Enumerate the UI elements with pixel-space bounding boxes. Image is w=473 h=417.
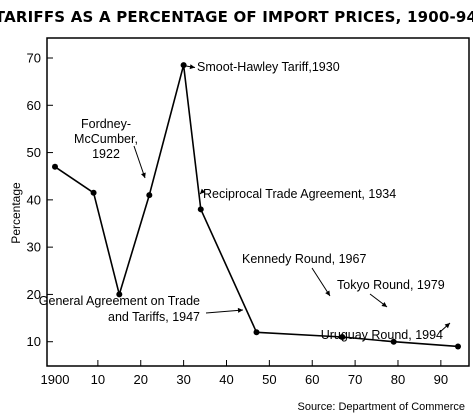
annotation-1979: Tokyo Round, 1979: [337, 278, 445, 292]
data-point-1994: [455, 343, 461, 350]
data-point-1947: [253, 329, 260, 336]
data-point-1967: [339, 333, 346, 340]
x-tick-label-1940: 40: [219, 372, 233, 387]
x-tick-labels: 1900 10 20 30 40 50 60 70 80 90: [41, 372, 449, 387]
data-point-1915: [116, 291, 123, 298]
x-tick-label-1900: 1900: [41, 372, 70, 387]
annotation-1994: Uruguay Round, 1994: [321, 328, 443, 342]
annotation-line: 1922: [92, 147, 120, 161]
y-tick-label-70: 70: [27, 51, 41, 66]
annotation-leader-1967: [311, 267, 331, 297]
y-tick-label-30: 30: [27, 240, 41, 255]
annotation-line: Reciprocal Trade Agreement, 1934: [203, 187, 396, 201]
annotation-line: General Agreement on Trade: [39, 294, 200, 308]
annotation-line: and Tariffs, 1947: [108, 310, 200, 324]
annotation-arrowhead-1922: [141, 172, 146, 178]
data-point-1900: [52, 163, 58, 170]
data-point-1930: [180, 62, 187, 69]
y-tick-label-40: 40: [27, 192, 41, 207]
x-tick-label-1990: 90: [434, 372, 448, 387]
series-line: [54, 64, 459, 348]
y-tick-label-10: 10: [27, 334, 41, 349]
annotation-1930: Smoot-Hawley Tariff,1930: [197, 60, 340, 74]
plot-frame: [46, 37, 470, 367]
annotation-line: Uruguay Round, 1994: [321, 328, 443, 342]
annotation-line: Tokyo Round, 1979: [337, 278, 445, 292]
x-tick-label-1980: 80: [391, 372, 405, 387]
annotation-line: McCumber,: [74, 132, 138, 146]
series-layer: [52, 62, 461, 350]
annotation-line: Kennedy Round, 1967: [242, 252, 366, 266]
annotation-arrowhead-1930: [189, 64, 195, 70]
annotation-arrowhead-1934: [200, 188, 206, 194]
x-tick-label-1910: 10: [91, 372, 105, 387]
x-tick-label-1950: 50: [262, 372, 276, 387]
data-point-1979: [390, 338, 397, 345]
annotation-leader-1947: [205, 309, 244, 314]
annotation-1922: Fordney-McCumber, 1922: [74, 117, 138, 161]
annotation-line: Fordney-: [81, 117, 131, 131]
annotation-arrowhead-1967: [325, 290, 330, 296]
annotation-leaders: [133, 64, 451, 333]
annotation-line: Smoot-Hawley Tariff,1930: [197, 60, 340, 74]
annotation-1967: Kennedy Round, 1967: [242, 252, 366, 266]
x-tick-label-1930: 30: [176, 372, 190, 387]
annotations: Smoot-Hawley Tariff,1930 Fordney-McCumber…: [39, 60, 445, 342]
x-tick-label-1920: 20: [134, 372, 148, 387]
annotation-1934: Reciprocal Trade Agreement, 1934: [203, 187, 396, 201]
tick-marks: [47, 57, 442, 366]
y-tick-label-20: 20: [27, 287, 41, 302]
y-tick-label-50: 50: [27, 145, 41, 160]
annotation-arrowhead-1979: [381, 301, 387, 307]
annotation-arrowhead-1947: [237, 307, 243, 313]
x-tick-label-1970: 70: [348, 372, 362, 387]
y-axis-label: Percentage: [9, 182, 23, 244]
y-tick-label-60: 60: [27, 98, 41, 113]
data-point-1909: [90, 189, 97, 196]
x-tick-label-1960: 60: [305, 372, 319, 387]
annotation-leader-1922: [133, 145, 146, 179]
y-tick-labels: 10 20 30 40 50 60 70: [27, 51, 41, 350]
source-note: Source: Department of Commerce: [297, 401, 465, 413]
data-point-1934: [197, 206, 204, 213]
chart-title: TARIFFS AS A PERCENTAGE OF IMPORT PRICES…: [0, 8, 473, 26]
data-point-1922: [146, 192, 153, 199]
annotation-arrowhead-1994: [444, 323, 450, 329]
annotation-1947: General Agreement on Trade and Tariffs, 1…: [39, 294, 200, 324]
